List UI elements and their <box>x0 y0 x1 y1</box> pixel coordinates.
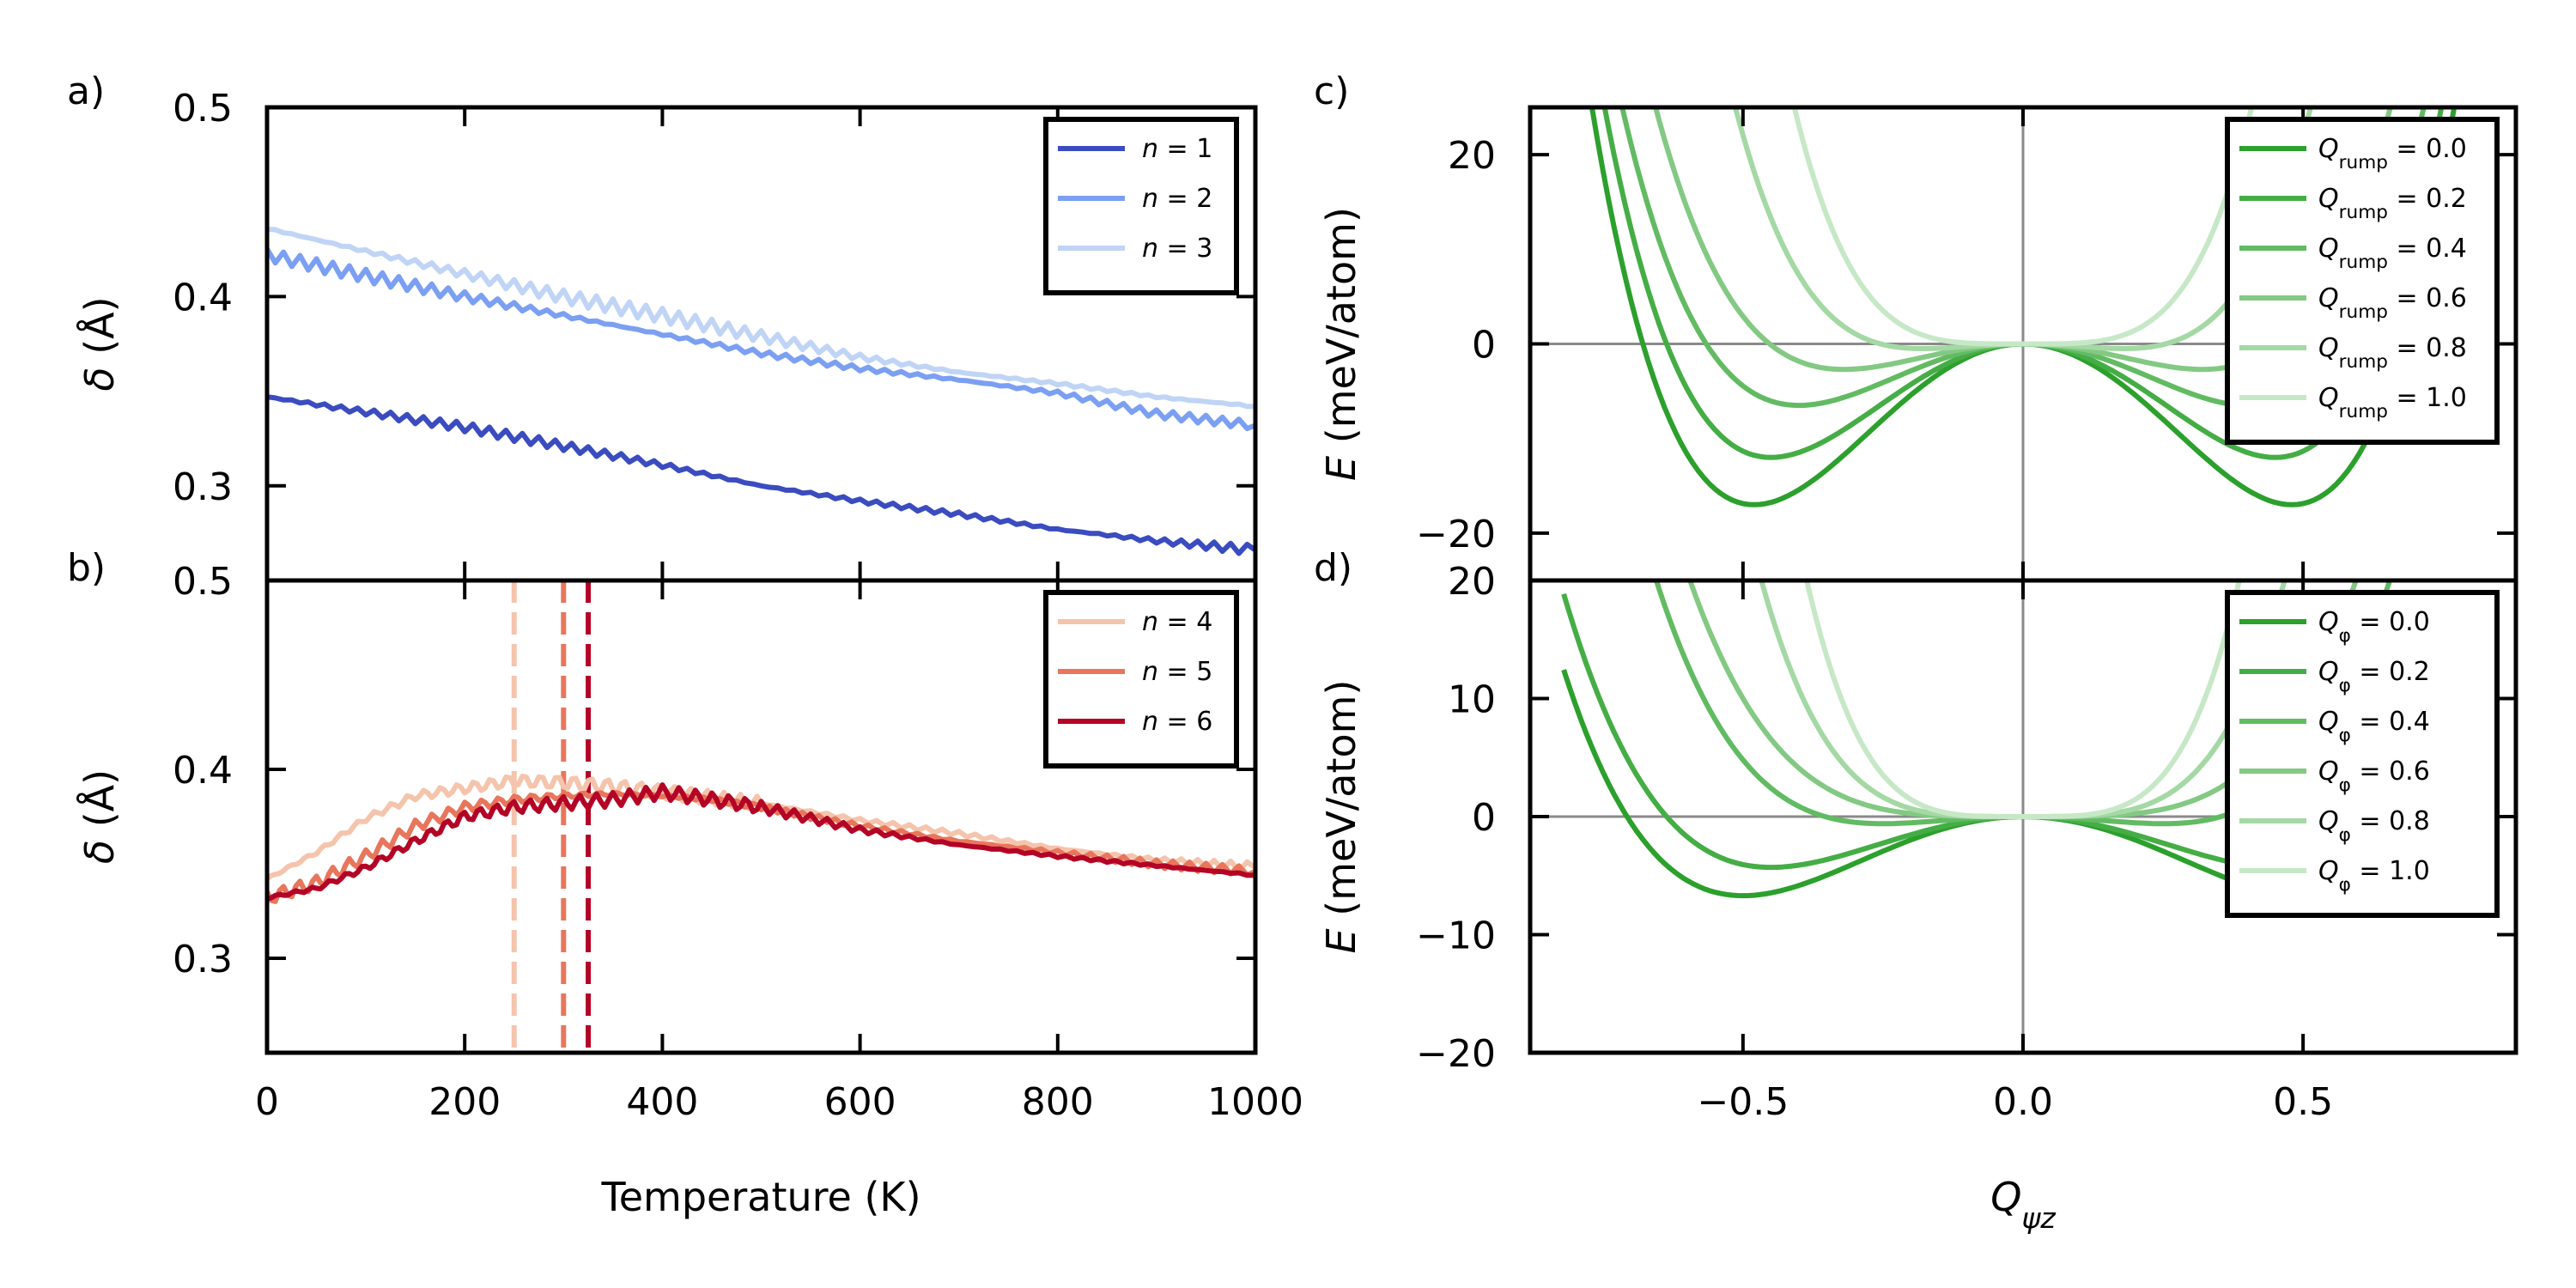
series-line <box>267 394 1255 556</box>
series-line <box>1804 580 2242 819</box>
y-tick-label: 0.4 <box>173 276 233 319</box>
series-line <box>267 782 1255 902</box>
y-tick-label: 0 <box>1472 796 1496 840</box>
legend-label: Qφ = 0.6 <box>2318 756 2430 796</box>
legend-label: Qrump = 0.0 <box>2318 134 2467 173</box>
legend-box <box>2225 590 2500 918</box>
y-axis-label: E (meV/atom) <box>1318 207 1364 481</box>
y-axis-label: δ (Å) <box>76 296 123 391</box>
panel-d: −0.5 0.0 0.5 −20 −10 0 10 20 d) E (meV/atom) Qψz Qφ… <box>1314 546 2518 1235</box>
series-line <box>267 227 1255 410</box>
legend-box <box>2225 117 2500 445</box>
legend-label: n = 5 <box>1142 657 1212 687</box>
x-tick-label: 800 <box>1022 1080 1094 1124</box>
y-tick-label: 20 <box>1448 134 1496 178</box>
y-tick-label: 0.5 <box>173 560 233 604</box>
panel-b: 0 200 400 600 800 1000 0.3 0.4 0.5 b) δ (Å) Tempera… <box>67 546 1303 1220</box>
series-line <box>267 790 1255 904</box>
x-tick-label: 1000 <box>1207 1080 1303 1124</box>
legend: n = 4 n = 5 n = 6 <box>1043 590 1239 769</box>
y-tick-label: 0.3 <box>173 938 233 981</box>
legend: n = 1 n = 2 n = 3 <box>1043 117 1239 295</box>
plot-area <box>267 227 1255 556</box>
y-tick-label: −10 <box>1416 914 1496 958</box>
legend-label: Qrump = 0.6 <box>2318 283 2467 323</box>
y-tick-label: 10 <box>1448 678 1496 722</box>
x-axis-label: Qψz <box>1990 1174 2056 1235</box>
legend-box <box>1043 117 1239 295</box>
x-tick-label: −0.5 <box>1697 1080 1789 1124</box>
axes-frame <box>264 578 1258 1055</box>
legend-label: Qrump = 0.2 <box>2318 184 2467 223</box>
legend-label: n = 1 <box>1142 134 1212 164</box>
panel-a: 0.3 0.4 0.5 a) δ (Å) n = 1 n = 2 n = 3 <box>67 70 1258 583</box>
legend-label: n = 3 <box>1142 234 1212 264</box>
series-line <box>267 247 1255 432</box>
x-tick-label: 600 <box>824 1080 896 1124</box>
legend-label: n = 4 <box>1142 607 1212 637</box>
x-tick-label: 0.0 <box>1993 1080 2053 1124</box>
legend-label: Qφ = 0.4 <box>2318 707 2430 746</box>
legend-label: Qφ = 1.0 <box>2318 856 2430 896</box>
legend-label: n = 6 <box>1142 707 1212 737</box>
x-tick-label: 400 <box>626 1080 698 1124</box>
legend: Qrump = 0.0 Qrump = 0.2 Qrump = 0.4 Qrump =… <box>2225 117 2500 445</box>
x-tick-label: 0 <box>255 1080 279 1124</box>
legend-box <box>1043 590 1239 769</box>
y-tick-label: 0.3 <box>173 465 233 509</box>
series-line <box>267 774 1255 881</box>
legend-label: Qφ = 0.0 <box>2318 607 2430 647</box>
series-line <box>1791 107 2255 347</box>
y-tick-label: 20 <box>1448 560 1496 604</box>
legend-label: Qrump = 1.0 <box>2318 383 2467 422</box>
legend-label: Qrump = 0.8 <box>2318 333 2467 373</box>
y-tick-label: 0.5 <box>173 87 233 131</box>
y-tick-label: 0 <box>1472 324 1496 368</box>
x-axis-label: Temperature (K) <box>600 1174 920 1220</box>
x-tick-label: 0.5 <box>2273 1080 2333 1124</box>
legend-label: Qφ = 0.8 <box>2318 806 2430 846</box>
y-axis-label: δ (Å) <box>76 769 123 864</box>
legend-label: n = 2 <box>1142 184 1212 214</box>
panel-label: b) <box>67 546 106 590</box>
panel-label: a) <box>67 70 105 113</box>
x-tick-label: 200 <box>428 1080 501 1124</box>
legend-label: Qrump = 0.4 <box>2318 234 2467 273</box>
panel-label: c) <box>1314 70 1349 113</box>
y-tick-label: −20 <box>1416 513 1496 556</box>
plot-area <box>267 580 1255 1053</box>
y-tick-label: 0.4 <box>173 749 233 793</box>
legend-label: Qφ = 0.2 <box>2318 657 2430 696</box>
y-axis-label: E (meV/atom) <box>1318 680 1364 954</box>
legend: Qφ = 0.0 Qφ = 0.2 Qφ = 0.4 Qφ = 0.6 Qφ = 0.8… <box>2225 590 2500 918</box>
y-tick-label: −20 <box>1416 1032 1496 1076</box>
panel-label: d) <box>1314 546 1352 590</box>
